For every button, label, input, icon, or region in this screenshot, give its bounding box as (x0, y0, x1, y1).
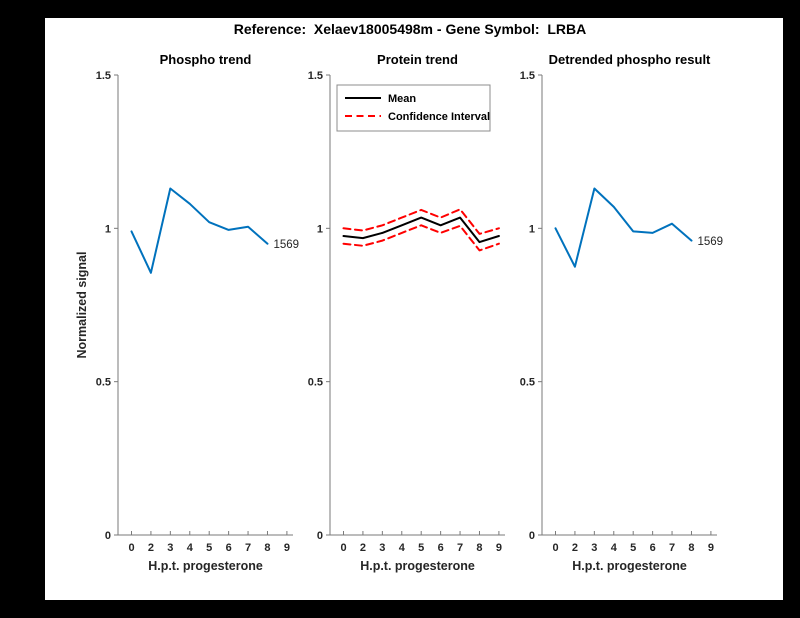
legend-border (336, 84, 491, 132)
subplot-title: Protein trend (377, 52, 458, 67)
legend-item-confidence-interval: Confidence Interval (345, 111, 490, 123)
x-tick-label: 6 (226, 542, 232, 554)
x-tick-label: 2 (148, 542, 154, 554)
x-tick-label: 6 (438, 542, 444, 554)
x-tick-label: 6 (650, 542, 656, 554)
x-tick-label: 2 (360, 542, 366, 554)
subplot-phospho-trend: 0 2 3 4 5 6 7 8 9 0 0.5 1 1.5 Phospho trend H.p.t. pro… (75, 52, 299, 573)
axes-frame (117, 75, 293, 536)
figure-canvas: Reference: Xelaev18005498m - Gene Symbol… (45, 18, 783, 600)
series-confidence-interval-upper-line (342, 208, 500, 235)
series-detrended-phospho-signal-line (554, 187, 693, 268)
y-tick-label: 0.5 (308, 377, 323, 389)
datatip-label: 1569 (273, 239, 299, 251)
subplot-title: Phospho trend (160, 52, 252, 67)
x-tick-label: 9 (496, 542, 502, 554)
x-tick-label: 5 (206, 542, 212, 554)
y-tick-label: 0.5 (96, 377, 111, 389)
series-mean-line (342, 216, 500, 244)
x-tick-label: 3 (167, 542, 173, 554)
y-tick-label: 1.5 (96, 70, 111, 82)
subplot-protein-trend: 0 2 3 4 5 6 7 8 9 0 0.5 1 1.5 Protein trend H.p.t. pro… (308, 52, 505, 573)
series-confidence-interval-lower-line (342, 224, 500, 252)
figure-plot-area: Reference: Xelaev18005498m - Gene Symbol… (75, 21, 723, 573)
y-tick-label: 0 (529, 530, 535, 542)
axes-frame (541, 75, 717, 536)
y-tick-label: 0 (105, 530, 111, 542)
x-tick-label: 8 (688, 542, 694, 554)
y-tick-label: 1 (529, 223, 535, 235)
y-tick-label: 1.5 (308, 70, 323, 82)
x-tick-label: 8 (476, 542, 482, 554)
x-tick-label: 9 (284, 542, 290, 554)
x-tick-label: 0 (340, 542, 346, 554)
figure-title: Reference: Xelaev18005498m - Gene Symbol… (234, 21, 587, 37)
legend-item-mean: Mean (345, 93, 416, 105)
x-tick-label: 9 (708, 542, 714, 554)
legend-item-label: Confidence Interval (388, 111, 490, 123)
x-tick-label: 4 (611, 542, 618, 554)
y-tick-label: 0.5 (520, 377, 535, 389)
x-tick-label: 7 (245, 542, 251, 554)
y-tick-label: 1.5 (520, 70, 535, 82)
x-tick-label: 0 (128, 542, 134, 554)
y-axis-label: Normalized signal (75, 252, 89, 359)
x-tick-label: 8 (264, 542, 270, 554)
legend-box: Mean Confidence Interval (336, 84, 491, 132)
series-phospho-signal-line (130, 187, 269, 274)
x-tick-label: 7 (669, 542, 675, 554)
axes-frame (329, 75, 505, 536)
x-tick-label: 4 (187, 542, 194, 554)
legend-item-label: Mean (388, 93, 416, 105)
x-tick-label: 5 (630, 542, 636, 554)
x-tick-label: 5 (418, 542, 424, 554)
y-tick-label: 1 (105, 223, 111, 235)
subplot-detrended-phospho-result: 0 2 3 4 5 6 7 8 9 0 0.5 1 1.5 Detrended phospho resul… (520, 52, 723, 573)
x-tick-label: 7 (457, 542, 463, 554)
x-tick-label: 3 (591, 542, 597, 554)
y-tick-label: 0 (317, 530, 323, 542)
subplot-title: Detrended phospho result (549, 52, 711, 67)
y-tick-label: 1 (317, 223, 323, 235)
x-tick-label: 4 (399, 542, 406, 554)
x-axis-label: H.p.t. progesterone (572, 559, 687, 573)
datatip-label: 1569 (697, 236, 723, 248)
x-tick-label: 3 (379, 542, 385, 554)
x-axis-label: H.p.t. progesterone (148, 559, 263, 573)
x-tick-label: 0 (552, 542, 558, 554)
x-tick-label: 2 (572, 542, 578, 554)
x-axis-label: H.p.t. progesterone (360, 559, 475, 573)
